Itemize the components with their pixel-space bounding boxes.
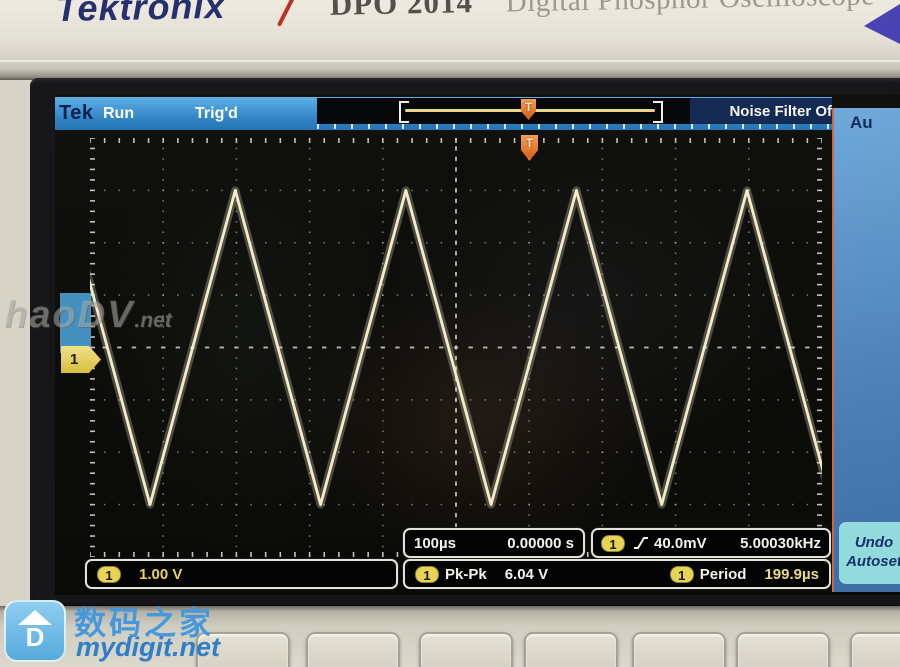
channel1-scale-box: 1 1.00 V <box>85 559 398 589</box>
noise-filter-box: Noise Filter Of <box>690 98 832 124</box>
record-view-strip: T <box>317 98 690 124</box>
measurement-channel-badge: 1 <box>415 565 439 583</box>
brand-logo-slash <box>276 0 295 27</box>
horizontal-readout-box: 100µs 0.00000 s <box>403 528 585 558</box>
ch1-trace <box>90 189 822 507</box>
mydigit-logo-letter: D <box>25 622 45 652</box>
photo-reflection-artifact <box>60 293 91 353</box>
bezel-button-3[interactable] <box>419 632 513 667</box>
watermark-forum-site: mydigit.net <box>76 632 221 662</box>
bezel-button-2[interactable] <box>306 632 400 667</box>
watermark-forum-name: 数码之家 <box>74 604 215 642</box>
noise-filter-label: Noise Filter Of <box>729 102 832 120</box>
model-label: DPO 2014 <box>329 0 474 22</box>
bezel-button-1[interactable] <box>196 632 290 667</box>
rising-slope-icon <box>634 537 648 549</box>
side-menu-panel: Au Undo Autoset <box>832 108 900 592</box>
measurement-label: Period <box>699 565 747 583</box>
measurement-channel-badge: 1 <box>669 565 694 583</box>
tek-logo: Tek <box>59 102 94 124</box>
status-bar: Tek Run Trig'd T Noise Filter Of <box>55 97 832 130</box>
lcd-screen: Tek Run Trig'd T Noise Filter Of T 1 <box>55 95 900 595</box>
watermark-haodv: haoDV.net <box>4 294 172 336</box>
horizontal-position-value: 0.00000 s <box>507 534 574 552</box>
bezel-button-4[interactable] <box>524 632 618 667</box>
bezel-button-6[interactable] <box>736 632 830 667</box>
softkey-label-line1: Undo <box>854 534 894 552</box>
timeline-ticks <box>317 124 832 129</box>
undo-autoset-softkey[interactable]: Undo Autoset <box>839 522 900 584</box>
trigger-channel-badge: 1 <box>601 534 625 552</box>
channel1-badge: 1 <box>97 565 121 583</box>
acquisition-status: Run <box>103 105 135 122</box>
trigger-readout-box: 1 40.0mV 5.00030kHz <box>591 528 831 558</box>
time-per-div-value: 100µs <box>414 534 457 552</box>
trigger-level-value: 40.0mV <box>654 534 707 552</box>
record-view-left-bracket <box>399 101 409 123</box>
bezel-button-7[interactable] <box>850 632 900 667</box>
softkey-label-line2: Autoset <box>846 553 900 570</box>
graticule-and-waveform <box>90 138 822 557</box>
record-view-trigger-marker: T <box>521 99 536 120</box>
brand-row: Tektronix DPO 2014 Digital Phosphor Osci… <box>0 0 900 45</box>
measurement-period: 1 Period 199.9µs <box>669 565 819 583</box>
measurement-pkpk: 1 Pk-Pk 6.04 V <box>415 565 549 583</box>
measurement-value: 6.04 V <box>504 565 549 583</box>
channel1-scale-value: 1.00 V <box>139 565 183 583</box>
top-bezel: Tektronix DPO 2014 Digital Phosphor Osci… <box>0 0 900 80</box>
side-menu-title: Au <box>850 113 873 132</box>
bottom-bezel <box>0 606 900 667</box>
bezel-button-5[interactable] <box>632 632 726 667</box>
brand-logo: Tektronix <box>55 0 226 30</box>
record-view-right-bracket <box>653 101 663 123</box>
trigger-status: Trig'd <box>195 105 238 122</box>
mydigit-logo: D <box>4 600 66 662</box>
trigger-t-glyph: T <box>524 100 533 114</box>
measurements-box: 1 Pk-Pk 6.04 V 1 Period 199.9µs <box>403 559 831 589</box>
model-description: Digital Phosphor Oscilloscope <box>505 0 874 19</box>
trigger-frequency-value: 5.00030kHz <box>740 534 821 552</box>
measurement-value: 199.9µs <box>764 565 819 583</box>
mydigit-logo-roof <box>18 610 52 625</box>
channel1-marker-label: 1 <box>70 351 79 368</box>
measurement-label: Pk-Pk <box>445 565 487 583</box>
bezel-seam <box>0 60 900 62</box>
